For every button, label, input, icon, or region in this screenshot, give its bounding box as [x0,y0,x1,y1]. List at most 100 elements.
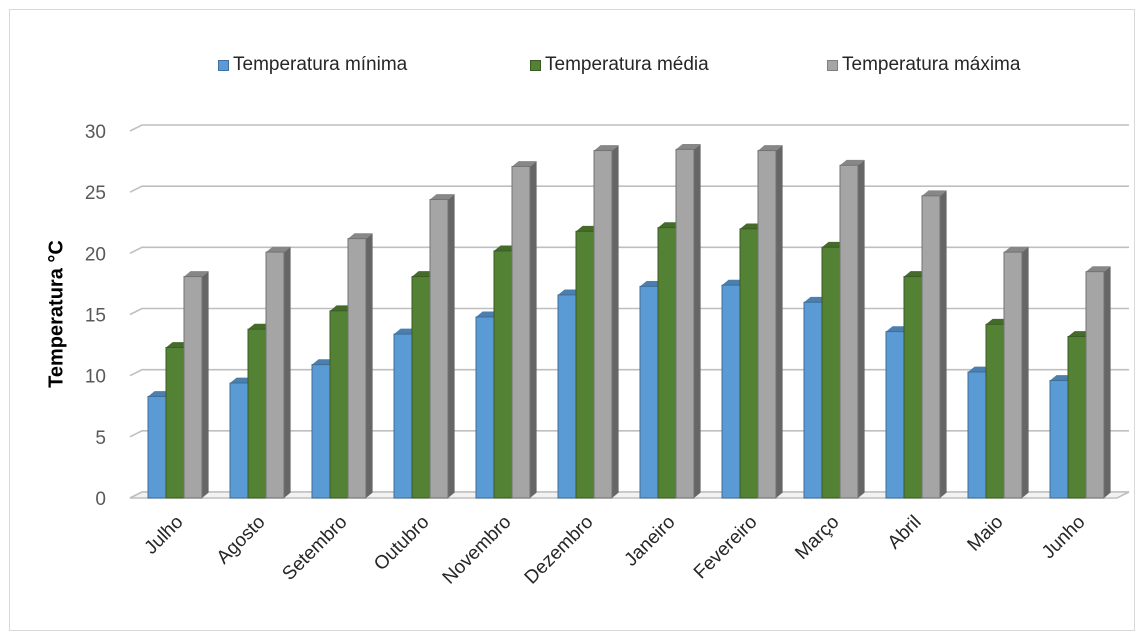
bar-top [758,145,783,151]
gridline-30 [129,124,1129,132]
gridline-20 [129,246,1129,255]
y-tick-label: 30 [85,122,106,143]
bar-top [430,194,455,200]
x-tick-label: Outubro [370,512,433,575]
x-tick-label: Março [791,512,843,564]
bar [265,246,291,499]
bar-side [448,194,455,498]
bar-top [184,271,209,277]
bar-front [967,371,987,499]
bar-side [694,143,701,498]
bar-front [657,227,677,499]
bar [1003,246,1029,499]
y-tick-label: 20 [85,244,106,265]
bar [593,145,619,499]
bar-side [940,190,947,499]
bar-side [776,145,783,498]
bar-top [840,159,865,166]
gridline-25 [129,185,1129,193]
bar-front [885,331,905,499]
legend-label-min: Temperatura mínima [233,54,408,75]
x-tick-label: Julho [141,512,188,559]
bar-top [1086,266,1111,272]
legend-swatch-min [218,59,229,71]
bar [511,161,537,499]
bar-side [530,161,537,498]
x-tick-label: Setembro [278,512,351,585]
bar-side [858,159,865,498]
gridline-5 [129,430,1129,438]
y-tick-label: 15 [85,306,106,327]
legend-label-max: Temperatura máxima [842,54,1021,75]
y-tick-label: 5 [95,428,106,449]
bar-front [803,301,823,499]
bar-front [265,251,285,499]
legend-item-max: Temperatura máxima [827,54,1020,76]
bar-front [347,238,367,499]
legend-swatch-mean [530,59,541,71]
bar-front [429,199,449,499]
chart-floor [129,491,1130,499]
legend-swatch-max [827,59,838,71]
y-tick-label: 10 [85,367,106,388]
bar-top [676,143,701,150]
bar-side [1104,266,1111,498]
bar-front [393,333,413,499]
bar-top [266,246,291,253]
x-tick-label: Agosto [213,512,270,569]
bar-top [1004,246,1029,253]
x-tick-label: Novembro [439,512,516,589]
bar [839,159,865,499]
bar-front [575,230,595,499]
y-tick-label: 0 [95,489,106,510]
bar-front [739,228,759,499]
bar-front [511,165,531,499]
gridline-10 [129,368,1129,377]
bar-side [612,145,619,498]
x-tick-labels: Julho Agosto Setembro Outubro Novembro Dezemb… [141,512,1090,589]
bar-front [903,276,923,499]
legend-label-mean: Temperatura média [545,54,709,75]
bar-front [475,316,495,499]
bar-front [675,148,695,499]
bar-front [247,328,267,499]
x-tick-label: Maio [964,512,1008,556]
bar [757,145,783,499]
bar [347,233,373,499]
x-tick-label: Fevereiro [690,512,762,584]
legend-item-mean: Temperatura média [530,54,709,76]
bar-top [594,145,619,151]
bar-front [493,250,513,499]
bar-front [329,310,349,499]
bar-front [165,347,185,499]
bar-front [921,195,941,499]
bar [183,271,209,499]
bar-side [366,233,373,498]
bar-front [183,276,203,499]
bar-front [839,164,859,499]
bar-side [1022,246,1029,498]
legend-item-min: Temperatura mínima [218,54,407,76]
floor-plane [129,491,1130,499]
bar-front [1067,336,1087,499]
x-tick-label: Janeiro [621,512,680,571]
bar-top [512,161,537,167]
bar-front [721,284,741,499]
bar-top [348,233,373,239]
x-tick-label: Abril [884,512,926,554]
bar-front [1003,251,1023,499]
bar-front [1049,380,1069,499]
y-axis-label: Temperatura °C [45,240,67,388]
bar-front [639,285,659,499]
bar-front [411,276,431,499]
bar [1085,266,1111,499]
bar [921,190,947,499]
bars [147,143,1111,499]
bar-side [284,246,291,498]
bar-side [202,271,209,498]
bar-front [311,364,331,499]
bar-front [229,382,249,499]
bar-front [593,150,613,499]
bar-front [147,395,167,499]
y-tick-labels: 0 5 10 15 20 25 30 [85,122,106,510]
